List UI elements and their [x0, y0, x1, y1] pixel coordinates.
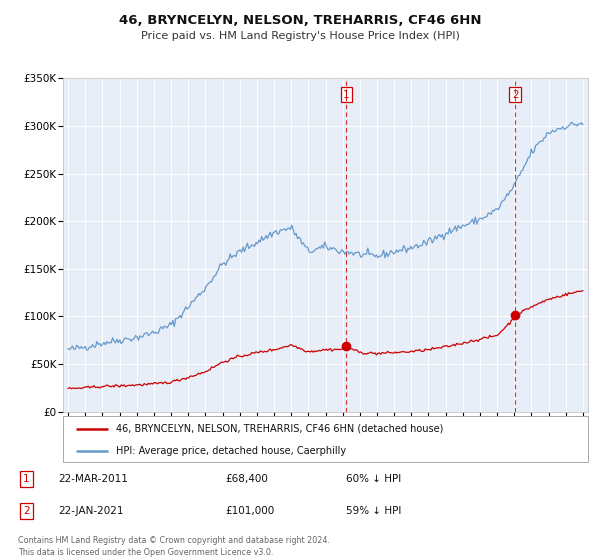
Text: 1: 1 — [343, 90, 350, 100]
Text: 22-JAN-2021: 22-JAN-2021 — [58, 506, 124, 516]
Text: 46, BRYNCELYN, NELSON, TREHARRIS, CF46 6HN (detached house): 46, BRYNCELYN, NELSON, TREHARRIS, CF46 6… — [115, 424, 443, 434]
Text: 60% ↓ HPI: 60% ↓ HPI — [346, 474, 401, 484]
Text: Price paid vs. HM Land Registry's House Price Index (HPI): Price paid vs. HM Land Registry's House … — [140, 31, 460, 41]
Text: 1: 1 — [23, 474, 30, 484]
Text: 2: 2 — [23, 506, 30, 516]
Text: Contains HM Land Registry data © Crown copyright and database right 2024.
This d: Contains HM Land Registry data © Crown c… — [18, 536, 329, 557]
Text: 46, BRYNCELYN, NELSON, TREHARRIS, CF46 6HN: 46, BRYNCELYN, NELSON, TREHARRIS, CF46 6… — [119, 14, 481, 27]
Text: HPI: Average price, detached house, Caerphilly: HPI: Average price, detached house, Caer… — [115, 446, 346, 455]
Text: 2: 2 — [512, 90, 518, 100]
Text: £101,000: £101,000 — [225, 506, 274, 516]
Text: £68,400: £68,400 — [225, 474, 268, 484]
Text: 59% ↓ HPI: 59% ↓ HPI — [346, 506, 401, 516]
Text: 22-MAR-2011: 22-MAR-2011 — [58, 474, 128, 484]
FancyBboxPatch shape — [63, 416, 588, 462]
